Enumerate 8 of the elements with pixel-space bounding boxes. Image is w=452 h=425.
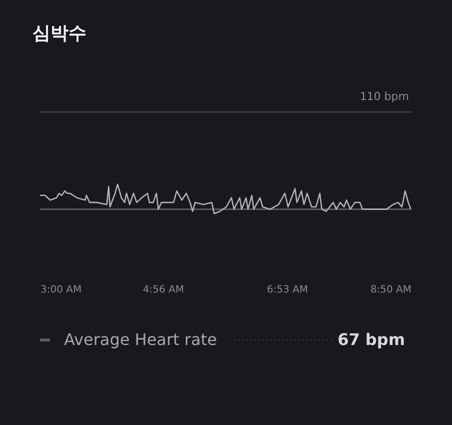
x-tick-label: 8:50 AM (370, 284, 412, 296)
chart-title: 심박수 (32, 23, 86, 44)
x-tick-label: 3:00 AM (40, 284, 82, 296)
text: 67 bpm (338, 330, 405, 349)
x-tick-label: 4:56 AM (142, 284, 184, 296)
legend-label: Average Heart rate (64, 330, 217, 349)
x-tick-label: 6:53 AM (266, 284, 308, 296)
ref-line-label: 110 bpm (360, 90, 409, 103)
